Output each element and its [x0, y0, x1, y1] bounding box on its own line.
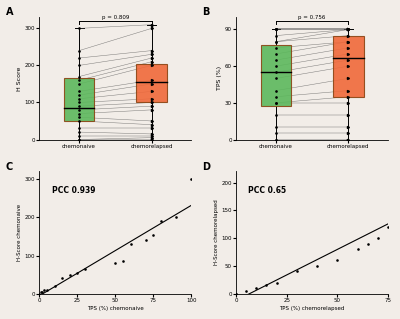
- Point: [82, 266, 88, 271]
- Point: [128, 241, 134, 247]
- Point: [59, 276, 65, 281]
- Point: [120, 259, 126, 264]
- Text: B: B: [202, 7, 210, 18]
- Bar: [136, 63, 167, 102]
- Bar: [64, 78, 94, 121]
- Text: p = 0.809: p = 0.809: [102, 15, 129, 20]
- Point: [263, 283, 270, 288]
- Point: [395, 208, 400, 213]
- Point: [233, 291, 239, 296]
- Point: [294, 269, 300, 274]
- Point: [36, 291, 42, 296]
- Bar: [261, 45, 291, 107]
- Point: [253, 286, 260, 291]
- Text: PCC 0.939: PCC 0.939: [52, 187, 95, 196]
- Point: [74, 270, 80, 275]
- Point: [39, 289, 46, 294]
- Point: [51, 284, 58, 289]
- Point: [158, 219, 164, 224]
- Point: [41, 287, 47, 293]
- Y-axis label: TPS (%): TPS (%): [217, 66, 222, 91]
- Point: [314, 263, 320, 269]
- Y-axis label: H-Score chemorelapsed: H-Score chemorelapsed: [214, 200, 218, 265]
- Point: [365, 241, 371, 246]
- Point: [274, 280, 280, 285]
- Point: [112, 261, 118, 266]
- Y-axis label: H-Score chemonaive: H-Score chemonaive: [17, 204, 22, 261]
- Point: [354, 247, 361, 252]
- Point: [44, 287, 50, 293]
- Point: [188, 177, 195, 182]
- Text: A: A: [6, 7, 13, 18]
- Point: [233, 291, 239, 296]
- Text: D: D: [202, 162, 210, 172]
- X-axis label: TPS (%) chemorelapsed: TPS (%) chemorelapsed: [280, 306, 345, 311]
- Point: [38, 289, 44, 294]
- Point: [334, 258, 341, 263]
- Text: PCC 0.65: PCC 0.65: [248, 187, 286, 196]
- Point: [243, 288, 249, 293]
- Point: [66, 272, 73, 277]
- Point: [143, 238, 149, 243]
- Point: [385, 225, 391, 230]
- Text: p = 0.756: p = 0.756: [298, 15, 326, 20]
- Y-axis label: H Score: H Score: [17, 66, 22, 91]
- X-axis label: TPS (%) chemonaive: TPS (%) chemonaive: [87, 306, 144, 311]
- Point: [173, 215, 180, 220]
- Point: [375, 236, 381, 241]
- Bar: [333, 36, 364, 97]
- Text: C: C: [6, 162, 13, 172]
- Point: [150, 232, 157, 237]
